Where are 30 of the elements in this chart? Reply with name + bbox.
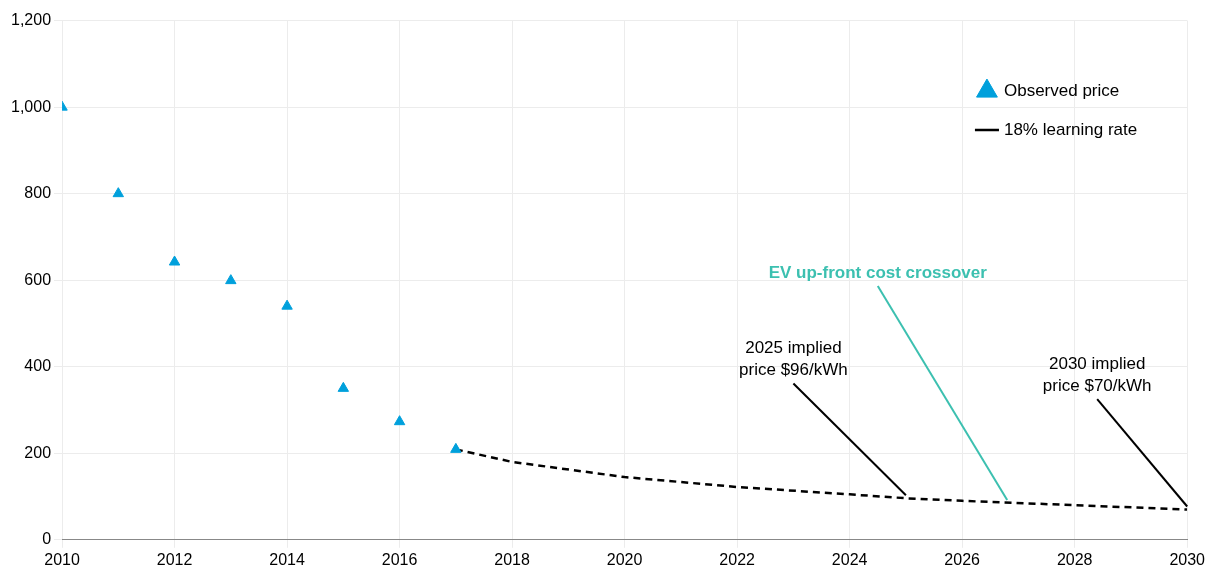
x-tick-label: 2022 [719,550,756,568]
point [393,415,406,426]
annotation: 2025 implied price $96/kWh [739,338,848,380]
point [337,381,350,392]
y-tick-label: 1,200 [10,11,52,29]
y-tick-label: 600 [24,270,52,288]
x-tick-label: 2016 [381,550,418,568]
y-tick-label: 200 [24,443,52,461]
y-tick-label: 1,000 [10,97,52,115]
legend-label: 18% learning rate [1003,119,1138,139]
x-tick-label: 2010 [44,550,80,568]
x-tick-label: 2014 [269,550,305,568]
x-tick-label: 2026 [944,550,981,568]
y-tick-label: 400 [24,357,52,375]
annotation: EV up-front cost crossover [768,263,988,283]
y-tick-label: 800 [24,184,52,202]
x-tick-label: 2020 [606,550,643,568]
point [168,255,181,266]
point [450,442,462,453]
legend-label: Observed price [1003,80,1120,100]
x-tick-label: 2012 [156,550,193,568]
annotation: 2030 implied price $70/kWh [1042,354,1152,396]
point [112,187,124,198]
y-tick-label: 0 [42,530,52,548]
point [225,274,237,285]
x-tick-label: 2024 [831,550,868,568]
x-tick-label: 2030 [1169,550,1206,568]
x-tick-label: 2018 [494,550,530,568]
point [281,299,293,310]
x-tick-label: 2028 [1056,550,1093,568]
